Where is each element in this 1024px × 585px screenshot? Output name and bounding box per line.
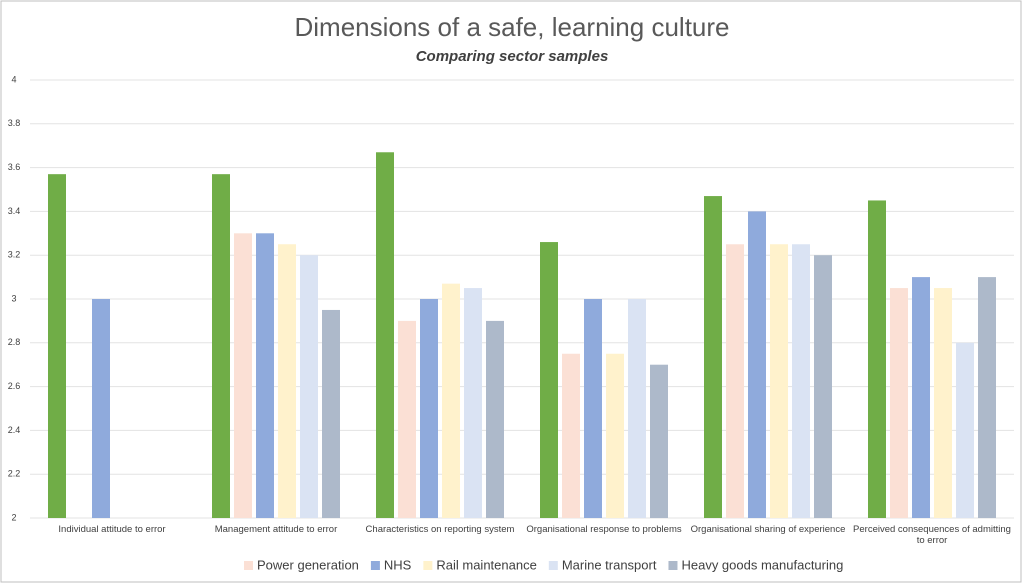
bar [92,299,110,518]
x-tick-label: Management attitude to error [214,524,338,535]
y-tick-label: 2.6 [8,381,21,391]
legend-swatch [370,561,380,570]
bar [726,244,744,518]
bar [748,211,766,518]
legend-swatch [548,561,558,570]
bar [486,320,504,518]
y-tick-label: 3 [11,293,16,303]
y-tick-label: 3.4 [8,206,21,216]
bar [256,233,274,519]
bar [956,342,974,518]
bar [278,244,296,518]
x-tick-label: Perceived consequences of admitting to e… [853,524,1011,546]
chart-subtitle: Comparing sector samples [416,48,609,65]
chart-title: Dimensions of a safe, learning culture [294,12,729,42]
bar [234,233,252,519]
bar [868,200,886,518]
bar [792,244,810,518]
y-tick-label: 2.8 [8,337,21,347]
bar [628,299,646,518]
x-tick-label: Characteristics on reporting system [365,524,515,535]
bar [540,242,558,518]
bar [322,309,340,518]
y-tick-label: 2.2 [8,469,21,479]
bar [912,277,930,518]
bar [212,174,230,519]
y-tick-label: 2.4 [8,425,21,435]
bar [562,353,580,518]
legend-label: NHS [384,557,412,572]
legend-label: Marine transport [562,557,657,572]
bar [398,320,416,518]
bar [464,288,482,518]
bar [606,353,624,518]
legend-swatch [423,561,433,570]
legend-swatch [668,561,678,570]
y-tick-label: 3.8 [8,118,21,128]
bar [376,152,394,518]
bar [584,299,602,518]
legend-swatch [244,561,253,570]
bar [814,255,832,518]
bar [704,196,722,518]
x-tick-label: Organisational response to problems [526,524,682,535]
bar [934,288,952,518]
x-tick-label: Organisational sharing of experience [690,524,846,535]
y-tick-label: 3.6 [8,162,21,172]
bar [48,174,66,519]
bar [442,283,460,518]
y-tick-label: 3.2 [8,250,21,260]
legend-label: Rail maintenance [436,557,536,572]
y-tick-label: 4 [11,74,16,84]
bar [300,255,318,518]
y-tick-label: 2 [11,512,16,522]
bar [890,288,908,518]
legend-label: Heavy goods manufacturing [681,557,843,572]
bar [650,364,668,518]
x-tick-label: Individual attitude to error [58,524,166,535]
bar [770,244,788,518]
bar [420,299,438,518]
legend-label: Power generation [257,557,359,572]
bar [978,277,996,518]
